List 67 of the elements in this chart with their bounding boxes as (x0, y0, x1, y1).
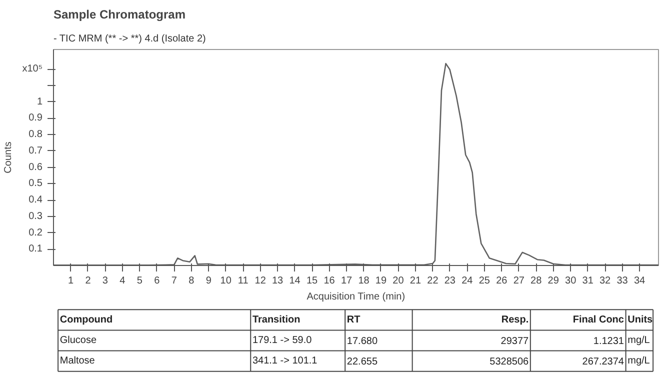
text: 5328506 (490, 356, 530, 368)
text: Units (628, 314, 654, 326)
x-tick-label: 10 (220, 276, 232, 286)
text: Glucose (60, 335, 97, 346)
x-tick-label: 17 (340, 276, 353, 286)
x-tick-label: 9 (206, 276, 212, 286)
text: Maltose (60, 356, 96, 367)
x-tick-label: 27 (513, 276, 525, 286)
y-tick-label: 0.5 (28, 178, 43, 190)
text: 22.655 (346, 356, 378, 368)
text: Final Conc (572, 314, 624, 326)
y-tick-label: 0.4 (28, 194, 43, 206)
x-tick-label: 21 (410, 276, 422, 286)
y-tick-label: 0.9 (28, 112, 43, 124)
x-tick-label: 29 (548, 276, 560, 286)
y-tick-label: 0.3 (28, 210, 43, 222)
text: 29377 (500, 336, 530, 347)
text: 267.2374 (582, 356, 624, 368)
y-tick-label: x10⁵ (22, 64, 43, 75)
text: mg/L (628, 356, 650, 367)
text: 179.1 -> 59.0 (252, 335, 312, 346)
text: 341.1 -> 101.1 (252, 356, 318, 367)
y-axis-title: Counts (3, 142, 14, 174)
x-tick-label: 33 (616, 276, 628, 286)
text: Resp. (501, 314, 529, 326)
y-tick-label: 0.8 (28, 129, 43, 140)
text: Compound (60, 314, 113, 326)
x-tick-label: 5 (136, 276, 143, 286)
y-tick-label: 0.2 (28, 227, 43, 238)
x-tick-label: 11 (238, 276, 249, 286)
x-tick-label: 32 (600, 276, 612, 286)
x-tick-label: 22 (427, 276, 439, 286)
x-tick-label: 4 (120, 276, 126, 286)
y-tick-label: 0.6 (28, 162, 43, 173)
x-tick-label: 19 (375, 276, 387, 286)
x-tick-label: 15 (306, 276, 318, 286)
x-tick-label: 30 (565, 276, 577, 286)
text: 1.1231 (593, 336, 624, 347)
x-tick-label: 14 (289, 276, 301, 286)
y-tick-label: 0.1 (28, 244, 43, 255)
x-tick-label: 28 (530, 276, 542, 286)
x-tick-label: 26 (496, 276, 508, 286)
text: Transition (252, 314, 300, 326)
x-tick-label: 20 (392, 276, 404, 286)
x-tick-label: 12 (254, 276, 266, 286)
x-tick-label: 34 (634, 276, 646, 286)
x-tick-label: 24 (462, 276, 474, 286)
x-tick-label: 6 (154, 276, 160, 286)
x-tick-label: 3 (102, 276, 108, 286)
x-tick-label: 7 (171, 276, 178, 286)
y-tick-label: 0.7 (28, 145, 43, 156)
x-tick-label: 25 (478, 276, 490, 286)
x-tick-label: 16 (324, 276, 336, 286)
text: mg/L (628, 335, 650, 346)
chart-title: Sample Chromatogram (54, 8, 186, 22)
x-tick-label: 2 (85, 276, 92, 286)
x-axis-title: Acquisition Time (min) (306, 292, 406, 302)
x-tick-label: 8 (188, 276, 195, 286)
chart-subtitle: - TIC MRM (** -> **) 4.d (Isolate 2) (54, 34, 206, 44)
text: RT (346, 314, 360, 326)
x-tick-label: 31 (582, 276, 594, 286)
x-tick-label: 1 (68, 276, 74, 286)
x-tick-label: 13 (272, 276, 284, 286)
y-tick-label: 1 (36, 96, 43, 108)
x-tick-label: 18 (358, 276, 370, 286)
text: 17.680 (346, 336, 378, 347)
x-tick-label: 23 (444, 276, 456, 286)
